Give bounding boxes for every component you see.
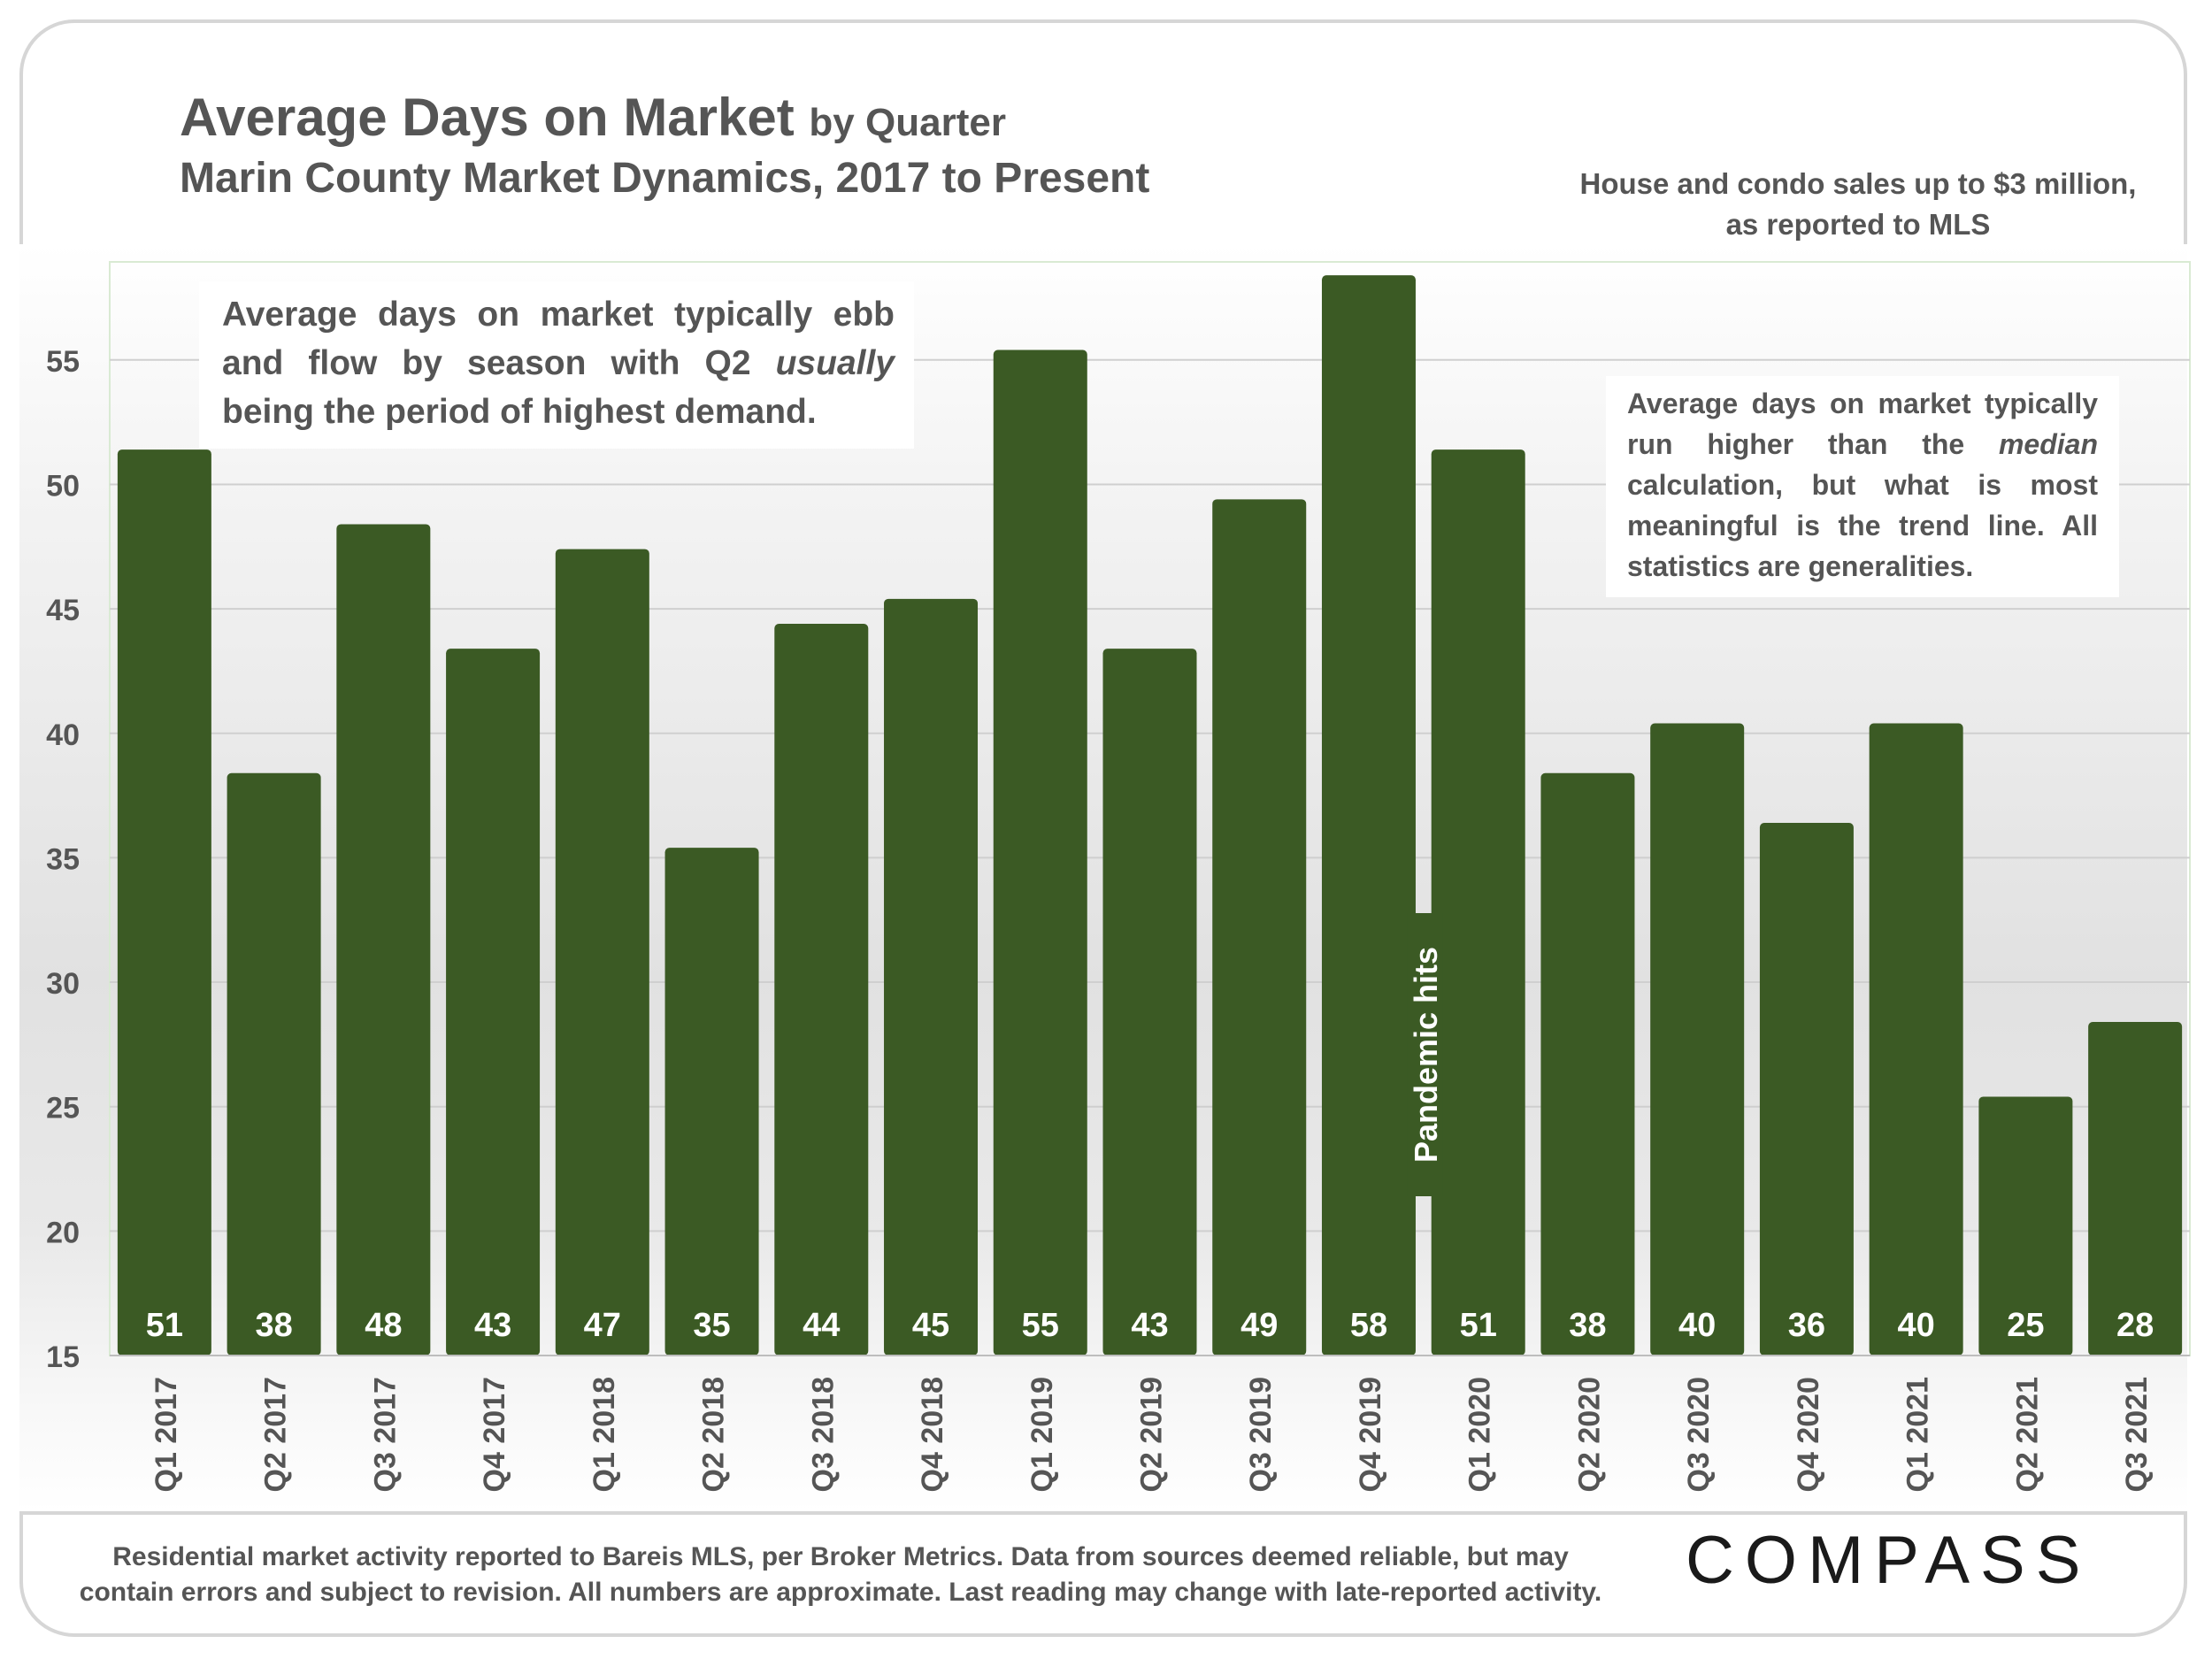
footer-disclaimer: Residential market activity reported to …	[79, 1542, 1602, 1607]
bar-value-label: 28	[2116, 1307, 2154, 1344]
bar	[555, 549, 649, 1356]
bar-value-label: 51	[1460, 1307, 1497, 1344]
bar-value-label: 35	[693, 1307, 730, 1344]
x-tick-label: Q1 2018	[588, 1377, 621, 1492]
x-tick-label: Q4 2019	[1354, 1377, 1387, 1492]
x-tick-label: Q1 2021	[1901, 1377, 1935, 1492]
bar	[446, 649, 541, 1356]
x-tick-label: Q1 2017	[150, 1377, 183, 1492]
y-tick-label: 50	[46, 469, 80, 503]
bar	[1650, 723, 1745, 1356]
bar	[1869, 723, 1963, 1356]
bar-value-label: 48	[365, 1307, 402, 1344]
bar-value-label: 43	[1131, 1307, 1168, 1344]
x-tick-label: Q2 2019	[1135, 1377, 1169, 1492]
footer-divider	[19, 1511, 2187, 1515]
y-tick-label: 45	[46, 594, 80, 627]
bar	[2088, 1022, 2183, 1356]
pandemic-marker-band	[1407, 913, 1443, 1196]
x-tick-label: Q4 2020	[1792, 1377, 1825, 1492]
bar	[1102, 649, 1197, 1356]
x-tick-label: Q3 2021	[2120, 1377, 2154, 1492]
y-tick-label: 20	[46, 1216, 80, 1249]
x-tick-label: Q3 2020	[1682, 1377, 1716, 1492]
data-scope-note: House and condo sales up to $3 million, …	[1579, 167, 2137, 241]
bar-value-label: 36	[1788, 1307, 1825, 1344]
x-tick-label: Q3 2018	[806, 1377, 840, 1492]
y-tick-label: 35	[46, 842, 80, 876]
bar-value-label: 25	[2007, 1307, 2044, 1344]
pandemic-label: Pandemic hits	[1408, 947, 1444, 1163]
y-tick-label: 25	[46, 1092, 80, 1125]
x-tick-label: Q2 2020	[1572, 1377, 1606, 1492]
bar	[227, 772, 321, 1356]
chart-subtitle: Marin County Market Dynamics, 2017 to Pr…	[180, 155, 1150, 202]
y-tick-label: 15	[46, 1340, 80, 1374]
bar	[336, 524, 431, 1356]
bar	[993, 349, 1087, 1356]
median-note-callout: Average days on market typically run hig…	[1606, 376, 2119, 597]
bar-value-label: 58	[1350, 1307, 1387, 1344]
x-tick-label: Q2 2017	[259, 1377, 293, 1492]
x-tick-label: Q2 2018	[697, 1377, 731, 1492]
bar-value-label: 45	[912, 1307, 949, 1344]
bar	[884, 598, 979, 1356]
bar-value-label: 38	[255, 1307, 292, 1344]
x-tick-label: Q1 2020	[1463, 1377, 1497, 1492]
bar-value-label: 55	[1022, 1307, 1059, 1344]
bar-value-label: 44	[803, 1307, 840, 1344]
bar	[1540, 772, 1635, 1356]
chart-title-suffix: by Quarter	[809, 101, 1006, 144]
bar	[117, 449, 211, 1356]
x-tick-label: Q2 2021	[2010, 1377, 2044, 1492]
y-tick-label: 40	[46, 718, 80, 752]
bar	[1212, 499, 1307, 1356]
x-tick-label: Q4 2018	[916, 1377, 949, 1492]
bar	[1431, 449, 1525, 1356]
chart-title: Average Days on Market by Quarter	[180, 88, 1006, 147]
bar	[664, 848, 759, 1356]
x-tick-label: Q4 2017	[478, 1377, 511, 1492]
bar-value-label: 43	[474, 1307, 511, 1344]
bar-value-label: 40	[1898, 1307, 1935, 1344]
bar	[1759, 823, 1854, 1356]
bar-value-label: 40	[1678, 1307, 1716, 1344]
x-tick-label: Q3 2017	[368, 1377, 402, 1492]
bar-value-label: 51	[146, 1307, 183, 1344]
bar-value-label: 38	[1569, 1307, 1606, 1344]
bar-value-label: 47	[584, 1307, 621, 1344]
x-tick-label: Q3 2019	[1244, 1377, 1278, 1492]
bar	[1321, 275, 1416, 1356]
bar	[1978, 1096, 2073, 1356]
bar-value-label: 49	[1240, 1307, 1278, 1344]
compass-logo: COMPASS	[1686, 1523, 2092, 1598]
seasonality-callout: Average days on market typically ebb and…	[199, 281, 914, 449]
bar	[774, 623, 869, 1356]
x-tick-label: Q1 2019	[1025, 1377, 1059, 1492]
y-tick-label: 30	[46, 967, 80, 1001]
y-tick-label: 55	[46, 345, 80, 379]
